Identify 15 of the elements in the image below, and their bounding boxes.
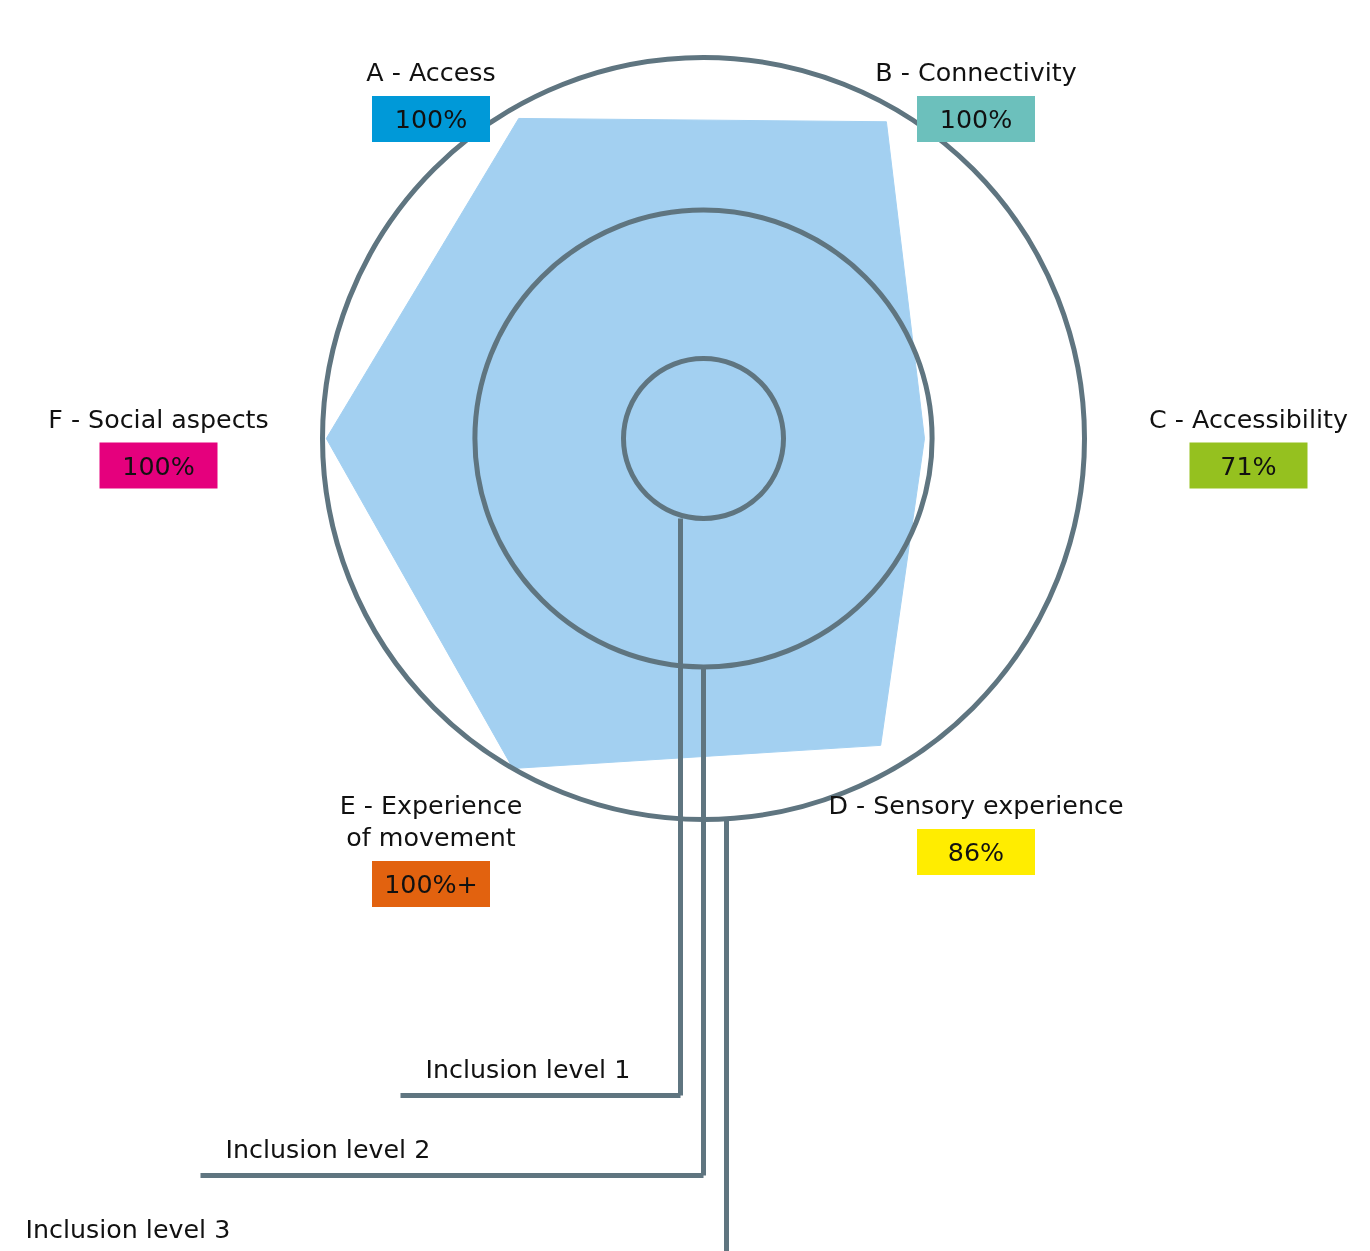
spoke-label: F - Social aspects — [48, 403, 269, 434]
text: 100% — [939, 104, 1013, 135]
spoke-label: B - Connectivity — [875, 57, 1077, 88]
text: Inclusion level 1 — [425, 1053, 631, 1084]
spoke-label: D - Sensory experience — [828, 789, 1124, 820]
text: 100% — [122, 450, 195, 481]
text: 100%+ — [384, 868, 478, 899]
spoke-label: A - Access — [366, 57, 496, 88]
text: 86% — [947, 836, 1005, 867]
text: Inclusion level 3 — [25, 1213, 231, 1244]
text: Inclusion level 2 — [225, 1133, 431, 1164]
spoke-label: C - Accessibility — [1149, 403, 1348, 434]
text: 100% — [394, 104, 468, 135]
text: 71% — [1220, 450, 1277, 481]
spoke-label: E - Experience of movement — [339, 789, 523, 852]
